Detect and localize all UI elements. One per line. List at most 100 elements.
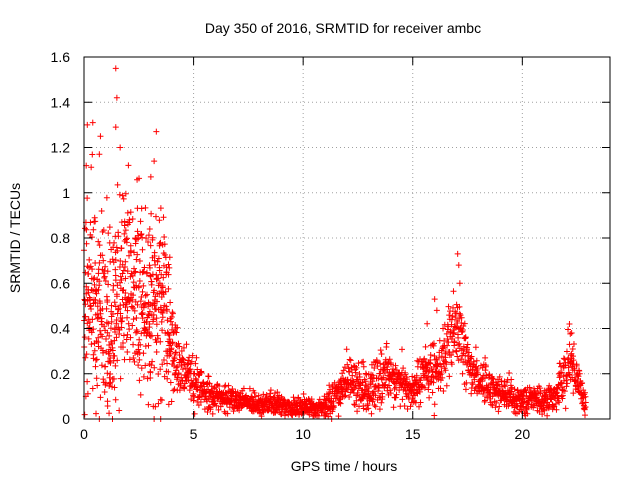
- data-point: [581, 412, 588, 419]
- data-point: [424, 364, 431, 371]
- data-point: [113, 293, 120, 300]
- data-point: [335, 413, 342, 420]
- data-point: [136, 336, 143, 343]
- data-point: [464, 346, 471, 353]
- data-point: [459, 370, 466, 377]
- data-point: [139, 315, 146, 322]
- data-point: [95, 238, 102, 245]
- data-point: [438, 368, 445, 375]
- data-point: [379, 393, 386, 400]
- data-point: [153, 315, 160, 322]
- data-point: [570, 341, 577, 348]
- data-point: [113, 317, 120, 324]
- data-point: [198, 369, 205, 376]
- data-point: [425, 381, 432, 388]
- data-point: [409, 373, 416, 380]
- data-point: [165, 285, 172, 292]
- data-point: [416, 403, 423, 410]
- data-point: [364, 400, 371, 407]
- data-point: [171, 355, 178, 362]
- data-point: [101, 273, 108, 280]
- data-point: [171, 371, 178, 378]
- data-point: [438, 363, 445, 370]
- data-point: [481, 375, 488, 382]
- data-point: [342, 392, 349, 399]
- data-point: [93, 290, 100, 297]
- data-point: [139, 246, 146, 253]
- data-point: [443, 382, 450, 389]
- data-point: [174, 363, 181, 370]
- data-point: [452, 347, 459, 354]
- data-point: [444, 342, 451, 349]
- data-point: [454, 250, 461, 257]
- data-point: [404, 376, 411, 383]
- data-point: [163, 303, 170, 310]
- data-point: [83, 351, 90, 358]
- data-point: [94, 303, 101, 310]
- data-point: [473, 357, 480, 364]
- data-point: [117, 258, 124, 265]
- data-point: [90, 326, 97, 333]
- data-point: [140, 268, 147, 275]
- data-point: [398, 346, 405, 353]
- y-tick-label: 1.4: [51, 94, 71, 110]
- data-point: [190, 397, 197, 404]
- data-point: [188, 358, 195, 365]
- data-point: [523, 405, 530, 412]
- data-point: [130, 341, 137, 348]
- data-point: [138, 365, 145, 372]
- y-tick-label: 1.2: [51, 140, 71, 156]
- data-point: [362, 378, 369, 385]
- data-point: [471, 376, 478, 383]
- data-point: [105, 230, 112, 237]
- data-point: [386, 356, 393, 363]
- data-point: [260, 391, 267, 398]
- data-point: [559, 392, 566, 399]
- data-point: [165, 330, 172, 337]
- data-point: [159, 284, 166, 291]
- data-point: [330, 403, 337, 410]
- data-point: [429, 389, 436, 396]
- data-point: [225, 382, 232, 389]
- data-point: [564, 326, 571, 333]
- data-point: [135, 346, 142, 353]
- data-point: [437, 385, 444, 392]
- data-point: [92, 363, 99, 370]
- data-point: [148, 281, 155, 288]
- data-point: [105, 320, 112, 327]
- data-point: [567, 330, 574, 337]
- data-point: [442, 354, 449, 361]
- data-point: [125, 162, 132, 169]
- data-point: [430, 340, 437, 347]
- data-point: [145, 232, 152, 239]
- data-point: [176, 352, 183, 359]
- data-point: [429, 369, 436, 376]
- data-point: [98, 362, 105, 369]
- data-point: [131, 358, 138, 365]
- data-point: [435, 376, 442, 383]
- data-point: [133, 256, 140, 263]
- data-point: [99, 333, 106, 340]
- data-point: [178, 348, 185, 355]
- data-point: [496, 403, 503, 410]
- data-point: [141, 300, 148, 307]
- data-point: [388, 361, 395, 368]
- data-point: [360, 363, 367, 370]
- data-point: [455, 341, 462, 348]
- data-point: [251, 389, 258, 396]
- data-point: [506, 369, 513, 376]
- data-point: [563, 348, 570, 355]
- data-point: [192, 375, 199, 382]
- data-point: [133, 314, 140, 321]
- data-point: [160, 214, 167, 221]
- data-point: [375, 387, 382, 394]
- data-point: [120, 195, 127, 202]
- data-point: [146, 226, 153, 233]
- data-point: [111, 337, 118, 344]
- data-point: [101, 388, 108, 395]
- data-point: [110, 282, 117, 289]
- data-point: [159, 361, 166, 368]
- data-point: [391, 380, 398, 387]
- data-point: [153, 348, 160, 355]
